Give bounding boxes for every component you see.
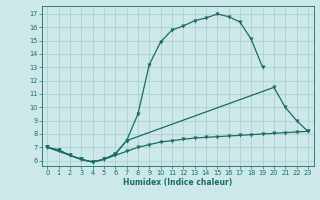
X-axis label: Humidex (Indice chaleur): Humidex (Indice chaleur) [123,178,232,187]
